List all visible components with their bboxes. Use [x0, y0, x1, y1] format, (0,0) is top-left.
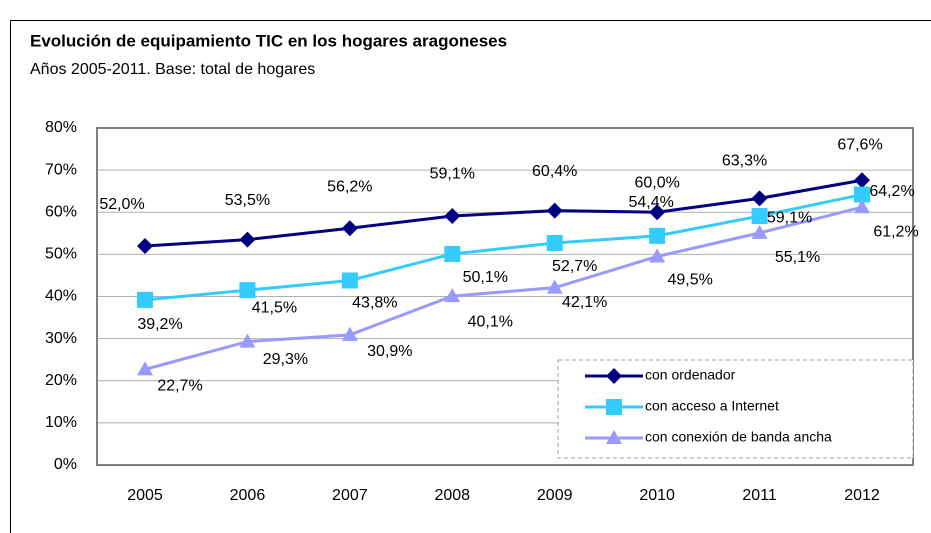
y-tick-label: 20% — [45, 372, 77, 389]
legend-label: con ordenador — [645, 367, 736, 383]
marker — [444, 245, 461, 262]
data-label: 41,5% — [252, 299, 297, 316]
marker — [606, 368, 622, 384]
x-tick-label: 2010 — [639, 487, 675, 504]
marker — [751, 190, 768, 207]
data-label: 64,2% — [869, 183, 914, 200]
marker — [854, 199, 870, 214]
y-tick-label: 60% — [45, 203, 77, 220]
marker — [341, 326, 358, 341]
y-tick-label: 80% — [45, 119, 77, 136]
data-label: 67,6% — [837, 136, 882, 153]
marker — [854, 172, 870, 189]
line — [144, 193, 863, 302]
marker — [751, 208, 768, 225]
x-tick-label: 2006 — [230, 487, 266, 504]
marker — [606, 399, 622, 415]
marker — [239, 282, 256, 299]
y-tick-label: 10% — [45, 414, 77, 431]
data-label: 49,5% — [667, 272, 712, 289]
data-label: 53,5% — [225, 192, 270, 209]
marker — [649, 248, 666, 263]
data-label: 39,2% — [137, 316, 182, 333]
data-label: 22,7% — [157, 378, 202, 395]
marker — [137, 237, 153, 254]
data-label: 59,1% — [767, 209, 812, 226]
marker — [546, 279, 563, 294]
marker — [444, 288, 461, 303]
marker — [444, 208, 461, 225]
marker — [546, 202, 563, 219]
data-label: 60,4% — [532, 163, 577, 180]
data-label: 59,1% — [430, 165, 475, 182]
chart-title: Evolución de equipamiento TIC en los hog… — [30, 31, 507, 50]
line — [144, 178, 863, 248]
x-tick-label: 2012 — [844, 487, 880, 504]
marker — [751, 224, 768, 239]
chart-subtitle: Años 2005-2011. Base: total de hogares — [30, 61, 315, 78]
data-label: 40,1% — [468, 313, 513, 330]
data-label: 56,2% — [327, 178, 372, 195]
marker — [137, 291, 153, 308]
legend-label: con conexión de banda ancha — [645, 429, 832, 445]
data-label: 54,4% — [628, 194, 673, 211]
data-label: 43,8% — [352, 295, 397, 312]
y-tick-label: 0% — [54, 456, 77, 473]
data-label: 63,3% — [722, 153, 767, 170]
data-label: 30,9% — [367, 343, 412, 360]
x-tick-label: 2008 — [434, 487, 470, 504]
marker — [341, 220, 358, 237]
y-tick-label: 70% — [45, 161, 77, 178]
x-tick-label: 2011 — [742, 487, 777, 504]
marker — [239, 333, 256, 348]
data-label: 60,0% — [634, 174, 679, 191]
y-tick-label: 30% — [45, 330, 77, 347]
data-label: 52,7% — [552, 258, 597, 275]
marker — [137, 361, 153, 376]
y-tick-label: 40% — [45, 288, 77, 305]
marker — [854, 186, 870, 203]
x-tick-label: 2007 — [332, 487, 368, 504]
legend-label: con acceso a Internet — [645, 398, 779, 414]
x-tick-label: 2009 — [537, 487, 573, 504]
plot-area — [96, 127, 914, 466]
data-label: 42,1% — [562, 294, 607, 311]
data-label: 55,1% — [775, 249, 820, 266]
y-tick-label: 50% — [45, 246, 77, 263]
data-label: 61,2% — [873, 223, 918, 240]
data-label: 52,0% — [99, 196, 144, 213]
marker — [606, 430, 622, 444]
marker — [546, 235, 563, 252]
data-label: 29,3% — [263, 351, 308, 368]
line — [144, 205, 863, 371]
marker — [649, 204, 666, 221]
marker — [341, 272, 358, 289]
data-label: 50,1% — [463, 269, 508, 286]
x-tick-label: 2005 — [127, 487, 163, 504]
marker — [649, 227, 666, 244]
marker — [239, 231, 256, 248]
